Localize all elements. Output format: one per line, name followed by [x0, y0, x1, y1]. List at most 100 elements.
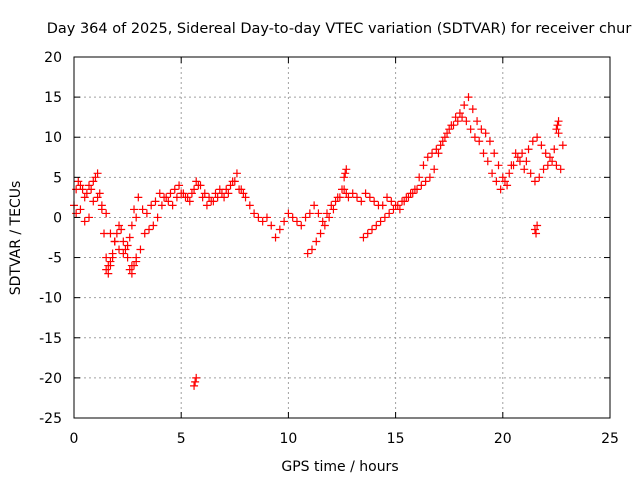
- data-point: [172, 193, 181, 202]
- data-point: [500, 177, 509, 186]
- data-point: [125, 265, 134, 274]
- data-point: [250, 209, 259, 218]
- data-point: [235, 185, 244, 194]
- data-point: [213, 193, 222, 202]
- x-tick-label: 25: [601, 431, 619, 447]
- data-point: [533, 221, 542, 230]
- plot-frame: [73, 56, 611, 419]
- data-point: [453, 117, 462, 126]
- data-point: [535, 173, 544, 182]
- x-axis-label: GPS time / hours: [281, 459, 398, 475]
- data-point: [363, 229, 372, 238]
- data-point: [307, 245, 316, 254]
- data-point: [492, 177, 501, 186]
- data-point: [275, 225, 284, 234]
- data-point: [245, 201, 254, 210]
- data-point: [192, 177, 201, 186]
- data-point: [481, 129, 490, 138]
- data-point: [314, 209, 323, 218]
- data-point: [123, 253, 132, 262]
- data-point: [110, 237, 119, 246]
- data-point: [552, 125, 561, 134]
- data-point: [85, 181, 94, 190]
- data-point: [297, 221, 306, 230]
- data-point: [479, 149, 488, 158]
- data-point: [496, 185, 505, 194]
- data-point: [449, 121, 458, 130]
- data-point: [80, 217, 89, 226]
- data-point: [89, 197, 98, 206]
- data-point: [102, 209, 111, 218]
- data-point: [303, 249, 312, 258]
- data-point: [106, 261, 115, 270]
- data-point: [445, 125, 454, 134]
- data-point: [130, 205, 139, 214]
- data-point: [357, 197, 366, 206]
- data-point: [455, 109, 464, 118]
- data-point: [490, 149, 499, 158]
- data-point: [368, 225, 377, 234]
- data-point: [217, 189, 226, 198]
- data-point: [301, 213, 310, 222]
- data-point: [503, 181, 512, 190]
- data-point: [432, 145, 441, 154]
- data-point: [106, 229, 115, 238]
- data-point: [284, 209, 293, 218]
- data-point: [127, 269, 136, 278]
- data-point: [312, 237, 321, 246]
- data-point: [552, 161, 561, 170]
- data-point: [132, 213, 141, 222]
- data-point: [428, 149, 437, 158]
- data-point: [410, 185, 419, 194]
- y-tick-label: 20: [44, 50, 62, 66]
- data-point: [147, 201, 156, 210]
- y-tick-label: 0: [53, 210, 62, 226]
- data-point: [316, 229, 325, 238]
- data-point: [76, 205, 85, 214]
- data-point: [370, 197, 379, 206]
- data-point: [530, 177, 539, 186]
- data-point: [344, 193, 353, 202]
- data-point: [545, 153, 554, 162]
- data-point: [305, 209, 314, 218]
- data-point: [76, 181, 85, 190]
- y-tick-label: -25: [39, 411, 62, 427]
- data-point: [541, 149, 550, 158]
- data-point: [200, 189, 209, 198]
- data-point: [232, 169, 241, 178]
- data-point: [548, 157, 557, 166]
- data-point: [331, 197, 340, 206]
- data-point: [80, 193, 89, 202]
- data-point: [389, 205, 398, 214]
- data-point: [119, 249, 128, 258]
- data-point: [115, 221, 124, 230]
- data-point: [226, 181, 235, 190]
- data-point: [361, 189, 370, 198]
- data-point: [262, 213, 271, 222]
- data-point: [196, 181, 205, 190]
- data-point: [327, 201, 336, 210]
- data-point: [179, 189, 188, 198]
- data-point: [440, 133, 449, 142]
- ticks-layer: [73, 56, 611, 419]
- y-tick-label: 5: [53, 170, 62, 186]
- data-point: [513, 153, 522, 162]
- chart-title: Day 364 of 2025, Sidereal Day-to-day VTE…: [47, 21, 632, 37]
- data-point: [241, 193, 250, 202]
- data-point: [380, 213, 389, 222]
- y-tick-label: -15: [39, 331, 62, 347]
- data-point: [419, 161, 428, 170]
- data-point: [166, 189, 175, 198]
- data-point: [93, 169, 102, 178]
- data-point: [333, 193, 342, 202]
- data-point: [553, 121, 562, 130]
- data-point: [466, 125, 475, 134]
- data-point: [398, 197, 407, 206]
- data-point: [425, 173, 434, 182]
- data-point: [483, 157, 492, 166]
- y-tick-label: -20: [39, 371, 62, 387]
- data-point: [170, 185, 179, 194]
- data-point: [522, 157, 531, 166]
- data-point: [443, 129, 452, 138]
- data-point: [458, 113, 467, 122]
